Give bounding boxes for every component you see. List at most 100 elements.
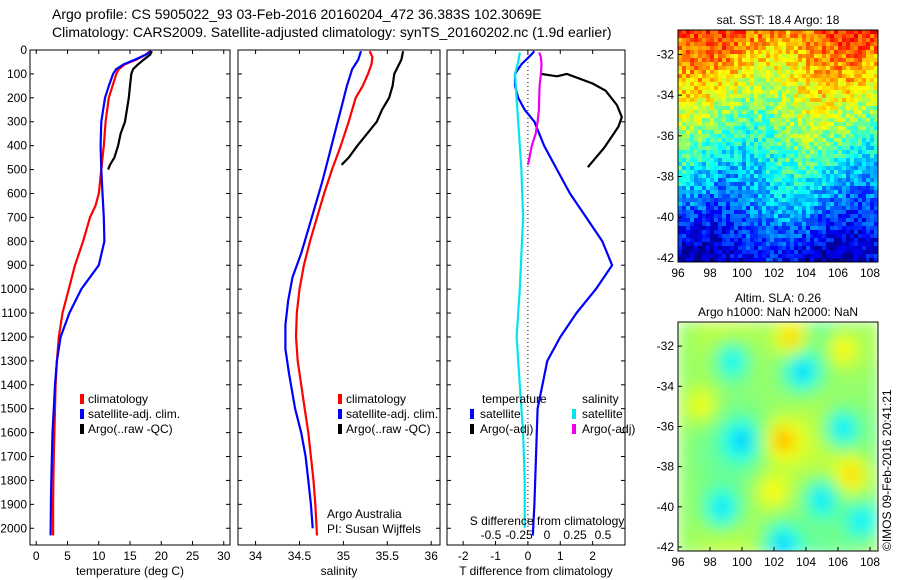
map-cells: [678, 30, 878, 262]
series-group: [513, 50, 623, 545]
x-tick-label: 108: [860, 266, 880, 280]
y-tick-label: 1900: [0, 497, 27, 511]
annotation-line: Argo Australia: [327, 507, 402, 521]
x-tick-label: 35.5: [376, 549, 400, 563]
x-axis-label: T difference from climatology: [459, 564, 613, 578]
y-tick-label: 300: [7, 115, 27, 129]
y-tick-label: 1800: [0, 473, 27, 487]
map-frame: [677, 29, 879, 263]
plot-frame: [237, 49, 441, 546]
x-tick-label: -1: [490, 549, 501, 563]
y-tick-label: -38: [657, 460, 675, 474]
y-tick-label: -32: [657, 339, 675, 353]
x-tick-label: 34: [249, 549, 263, 563]
climatology-title: Climatology: CARS2009. Satellite-adjuste…: [52, 24, 612, 40]
difference-panel: -2 -1 0 1 2T difference from climatologytemp…: [446, 49, 635, 578]
legend-label: Argo(-adj): [582, 422, 635, 436]
x-tick-label: 10: [92, 549, 106, 563]
x-tick-label: 108: [860, 555, 880, 569]
x-tick-label: 96: [671, 266, 685, 280]
series-satellite-adj-clim-: [49, 50, 152, 536]
legend-label: Argo(-adj): [480, 422, 533, 436]
series-group: [284, 50, 405, 536]
x-tick-label: 2: [589, 549, 596, 563]
x-tick-label: 106: [828, 555, 848, 569]
series-temperature-satellite: [513, 50, 614, 536]
series-argo-raw-qc-: [340, 50, 405, 166]
legend-label: Argo(..raw -QC): [88, 422, 173, 436]
x-tick-label: 30: [217, 549, 231, 563]
legend-label: satellite: [582, 407, 623, 421]
temperature-panel: 0 5 10 15 20 25 300100200300400500600700800900…: [0, 43, 230, 578]
y-tick-label: -42: [657, 540, 675, 554]
x-tick-label: 104: [796, 266, 816, 280]
x-tick-label: 98: [703, 555, 717, 569]
x-tick-label: 34.5: [288, 549, 312, 563]
series-group: [49, 50, 153, 536]
x-axis-label: salinity: [321, 564, 358, 578]
y-tick-label: 900: [7, 258, 27, 272]
y-tick-label: -38: [657, 170, 675, 184]
x-tick-label: 102: [764, 266, 784, 280]
x-tick-label: 106: [828, 266, 848, 280]
x-tick-label: 102: [764, 555, 784, 569]
y-tick-label: 1500: [0, 402, 27, 416]
profile-title: Argo profile: CS 5905022_93 03-Feb-2016 …: [52, 6, 542, 22]
top-x-tick-label: -0.25: [505, 528, 533, 542]
legend-swatch: [80, 424, 84, 434]
map-title: Altim. SLA: 0.26: [735, 291, 821, 305]
map-cells: [678, 322, 878, 551]
legend-label: climatology: [346, 392, 406, 406]
legend-title: temperature: [482, 392, 547, 406]
x-tick-label: 0: [525, 549, 532, 563]
series-salinity-satellite: [513, 52, 526, 529]
y-tick-label: 1600: [0, 426, 27, 440]
x-tick-label: 100: [732, 266, 752, 280]
top-x-tick-label: 0.25: [563, 528, 587, 542]
x-tick-label: 96: [671, 555, 685, 569]
y-tick-label: 2000: [0, 521, 27, 535]
legend-swatch: [470, 409, 474, 419]
y-tick-label: 700: [7, 210, 27, 224]
y-tick-label: 800: [7, 234, 27, 248]
legend-swatch: [338, 424, 342, 434]
legend-swatch: [80, 409, 84, 419]
series-salinity-argo-adj-: [526, 52, 543, 166]
y-tick-label: -42: [657, 251, 675, 265]
legend-label: climatology: [88, 392, 148, 406]
x-tick-label: 25: [186, 549, 200, 563]
y-tick-label: -36: [657, 129, 675, 143]
y-tick-label: -34: [657, 88, 675, 102]
map-field: [678, 322, 878, 551]
y-tick-label: 600: [7, 186, 27, 200]
legend-swatch: [338, 394, 342, 404]
series-satellite-adj-clim-: [284, 50, 363, 529]
y-tick-label: 1100: [1, 306, 27, 320]
map-field: [678, 30, 878, 262]
x-tick-label: 0: [33, 549, 40, 563]
legend-swatch: [572, 409, 576, 419]
legend-title: salinity: [582, 392, 619, 406]
sst-map-panel: 96 98 100 102 104 106 108 -32 -34 -36 -38 -40 -42 sat…: [657, 13, 881, 280]
y-tick-label: -40: [657, 210, 675, 224]
top-x-tick-label: 0: [544, 528, 551, 542]
legend-swatch: [80, 394, 84, 404]
y-tick-label: -36: [657, 419, 675, 433]
x-tick-label: 20: [155, 549, 169, 563]
x-axis-label: temperature (deg C): [76, 564, 184, 578]
legend-label: Argo(..raw -QC): [346, 422, 431, 436]
y-tick-label: -32: [657, 47, 675, 61]
top-x-tick-label: -0.5: [481, 528, 502, 542]
annotation-line: PI: Susan Wijffels: [327, 522, 421, 536]
x-tick-label: 35: [337, 549, 351, 563]
y-tick-label: 1000: [0, 282, 27, 296]
x-tick-label: 15: [123, 549, 137, 563]
top-x-tick-label: 0.5: [595, 528, 612, 542]
y-tick-label: -34: [657, 379, 675, 393]
x-tick-label: -2: [458, 549, 469, 563]
top-x-axis-label: S difference from climatology: [470, 514, 625, 528]
plot-frame: [29, 49, 231, 546]
y-tick-label: 1700: [0, 450, 27, 464]
legend-swatch: [338, 409, 342, 419]
